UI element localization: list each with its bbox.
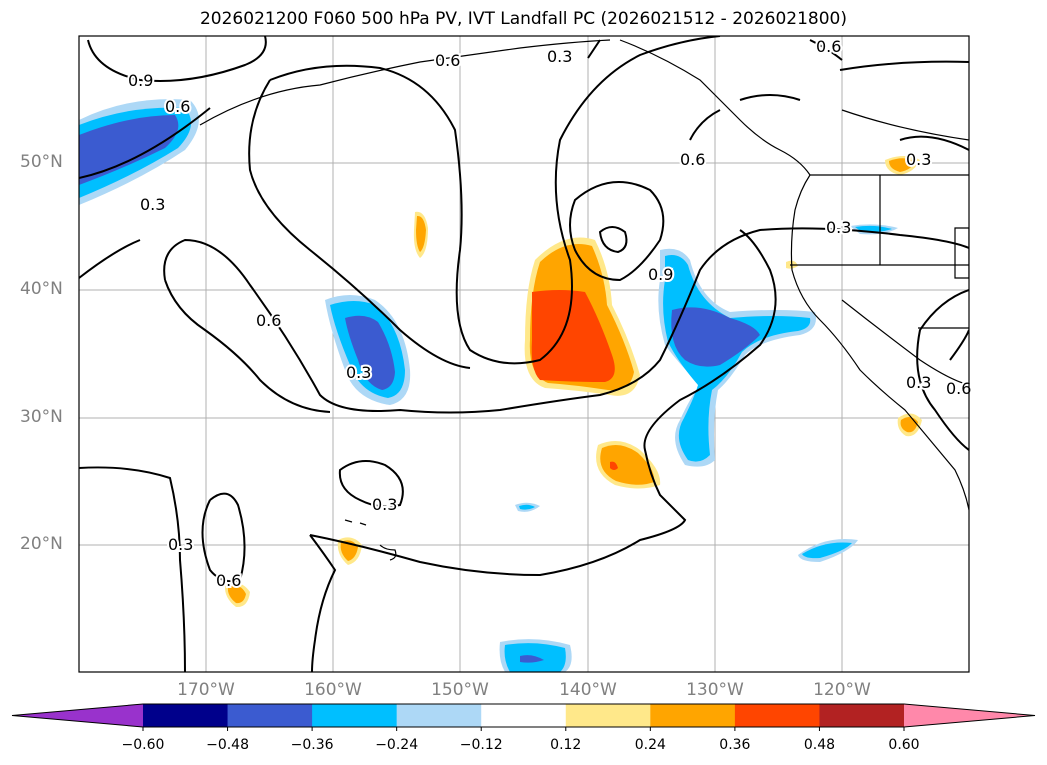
colorbar-tick-label: −0.12 — [459, 737, 503, 753]
colorbar-tick-label: −0.36 — [290, 737, 334, 753]
contour-label: 0.3 — [346, 363, 371, 382]
lat-label-20n: 20°N — [20, 534, 63, 554]
map-title: 2026021200 F060 500 hPa PV, IVT Landfall… — [199, 9, 847, 29]
lon-label-160w: 160°W — [304, 680, 362, 700]
contour-label: 0.6 — [680, 150, 705, 169]
colorbar-tick-label: −0.48 — [206, 737, 249, 753]
lon-label-140w: 140°W — [559, 680, 617, 700]
contour-label: 0.3 — [372, 495, 397, 514]
contour-label: 0.3 — [826, 218, 851, 237]
contour-label: 0.6 — [216, 571, 241, 590]
pv-contours — [79, 36, 969, 672]
coastlines — [199, 39, 969, 561]
shaded-field — [79, 99, 922, 672]
lon-label-130w: 130°W — [686, 680, 744, 700]
colorbar-tick-label: −0.60 — [121, 737, 165, 753]
contour-label: 0.9 — [128, 71, 153, 90]
lon-label-150w: 150°W — [431, 680, 489, 700]
contour-label: 0.6 — [816, 37, 841, 56]
colorbar-tick-label: 0.36 — [719, 737, 751, 753]
lon-label-170w: 170°W — [177, 680, 235, 700]
contour-label: 0.6 — [165, 97, 190, 116]
contour-label: 0.6 — [435, 51, 460, 70]
map-frame — [78, 35, 970, 673]
contour-label: 0.3 — [906, 373, 931, 392]
contour-label: 0.6 — [946, 379, 971, 398]
lon-label-120w: 120°W — [813, 680, 871, 700]
colorbar-tick-label: −0.24 — [375, 737, 419, 753]
lat-label-50n: 50°N — [20, 152, 63, 172]
colorbar-tick-label: 0.60 — [888, 737, 920, 753]
colorbar-tick-label: 0.48 — [803, 737, 836, 753]
contour-label: 0.9 — [648, 265, 673, 284]
contour-label: 0.3 — [547, 47, 572, 66]
contour-label: 0.3 — [906, 150, 931, 169]
lat-label-30n: 30°N — [20, 407, 63, 427]
colorbar-tick-label: 0.12 — [550, 737, 582, 753]
contour-label: 0.3 — [168, 535, 193, 554]
contour-label: 0.6 — [256, 311, 281, 330]
lat-label-40n: 40°N — [20, 279, 63, 299]
contour-label: 0.3 — [140, 195, 165, 214]
graticule — [79, 36, 969, 672]
contour-label-layer: 0.9 0.6 0.6 0.3 0.6 0.3 0.6 0.3 0.6 0.9 … — [126, 35, 973, 592]
colorbar-tick-label: 0.24 — [634, 737, 666, 753]
